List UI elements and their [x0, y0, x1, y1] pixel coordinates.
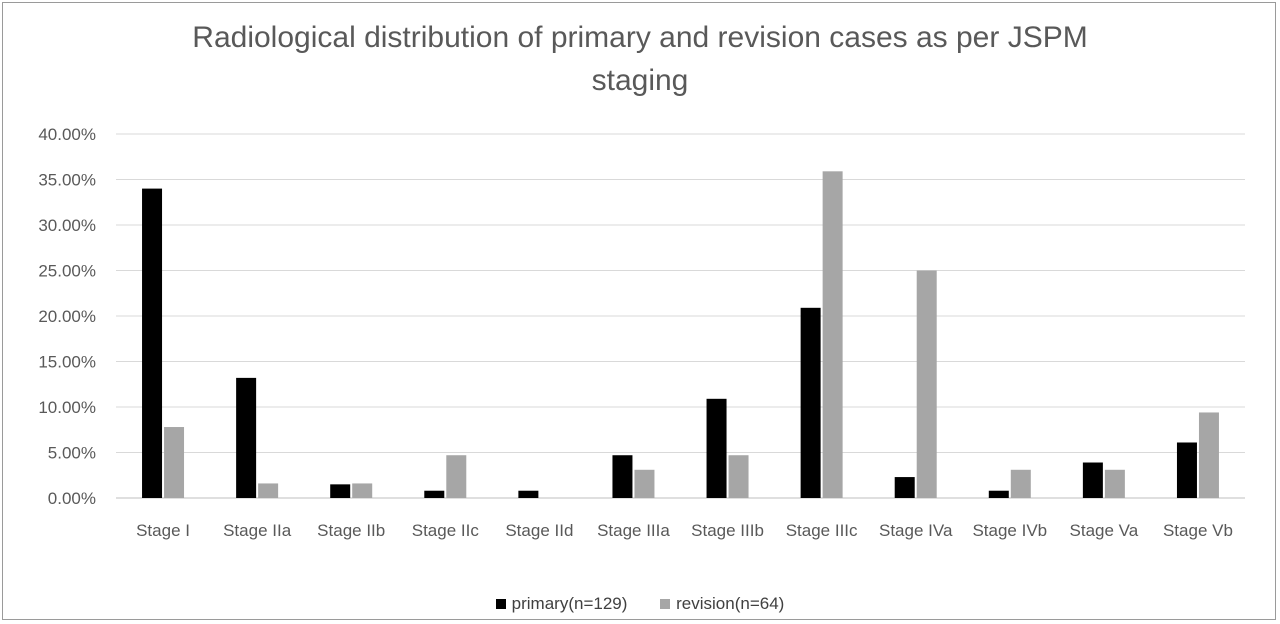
y-axis-labels: 0.00% 5.00% 10.00% 15.00% 20.00% 25.00% 30.00%…	[38, 125, 96, 508]
x-tick-label: Stage IIb	[317, 521, 385, 540]
bar-revision	[1104, 469, 1125, 498]
x-axis-labels: Stage I Stage IIa Stage IIb Stage IIc Stage …	[136, 521, 1233, 540]
bar-revision	[728, 455, 749, 498]
bar-primary	[236, 377, 257, 498]
legend-label-primary: primary(n=129)	[511, 594, 628, 613]
bar-primary	[706, 398, 727, 498]
bar-revision	[1010, 469, 1031, 498]
x-tick-label: Stage IIIc	[786, 521, 858, 540]
x-tick-label: Stage I	[136, 521, 190, 540]
x-tick-label: Stage IIa	[223, 521, 292, 540]
y-tick-label: 0.00%	[48, 489, 96, 508]
y-tick-label: 5.00%	[48, 444, 96, 463]
gridlines	[116, 133, 1245, 499]
bar-primary	[612, 455, 633, 498]
legend-swatch-revision	[660, 599, 671, 609]
x-tick-label: Stage IIIa	[597, 521, 670, 540]
bar-primary	[1082, 462, 1103, 498]
bar-revision	[634, 469, 655, 498]
bar-revision	[1198, 412, 1219, 498]
y-tick-label: 10.00%	[38, 398, 96, 417]
y-tick-label: 40.00%	[38, 125, 96, 144]
x-tick-label: Stage IIIb	[691, 521, 764, 540]
bar-revision	[446, 455, 467, 498]
bar-revision	[352, 483, 373, 498]
legend-item-primary: primary(n=129)	[495, 594, 628, 614]
legend-item-revision: revision(n=64)	[660, 594, 784, 614]
bar-primary	[518, 490, 539, 498]
legend: primary(n=129) revision(n=64)	[0, 594, 1280, 614]
x-tick-label: Stage IIc	[412, 521, 480, 540]
y-tick-label: 35.00%	[38, 171, 96, 190]
y-tick-label: 20.00%	[38, 307, 96, 326]
x-tick-label: Stage Va	[1070, 521, 1139, 540]
legend-label-revision: revision(n=64)	[676, 594, 785, 613]
x-tick-label: Stage IId	[505, 521, 573, 540]
bar-primary	[142, 188, 163, 498]
bar-primary	[1176, 442, 1197, 498]
x-tick-label: Stage Vb	[1163, 521, 1233, 540]
y-tick-label: 30.00%	[38, 216, 96, 235]
bar-primary	[424, 490, 445, 498]
bar-revision	[822, 171, 843, 498]
bar-primary	[894, 477, 915, 498]
bar-revision	[258, 483, 279, 498]
bar-revision	[164, 427, 185, 498]
bar-primary	[988, 490, 1009, 498]
chart-title-line-1: Radiological distribution of primary and…	[192, 21, 1088, 54]
x-tick-label: Stage IVb	[972, 521, 1047, 540]
bar-revision	[916, 270, 937, 498]
chart-title-line-2: staging	[591, 64, 689, 97]
bar-primary	[330, 484, 351, 498]
legend-swatch-primary	[495, 599, 506, 609]
bar-primary	[800, 307, 821, 498]
bars	[142, 171, 1219, 498]
x-tick-label: Stage IVa	[879, 521, 953, 540]
y-tick-label: 25.00%	[38, 262, 96, 281]
chart-title: Radiological distribution of primary and…	[0, 16, 1280, 102]
y-tick-label: 15.00%	[38, 353, 96, 372]
